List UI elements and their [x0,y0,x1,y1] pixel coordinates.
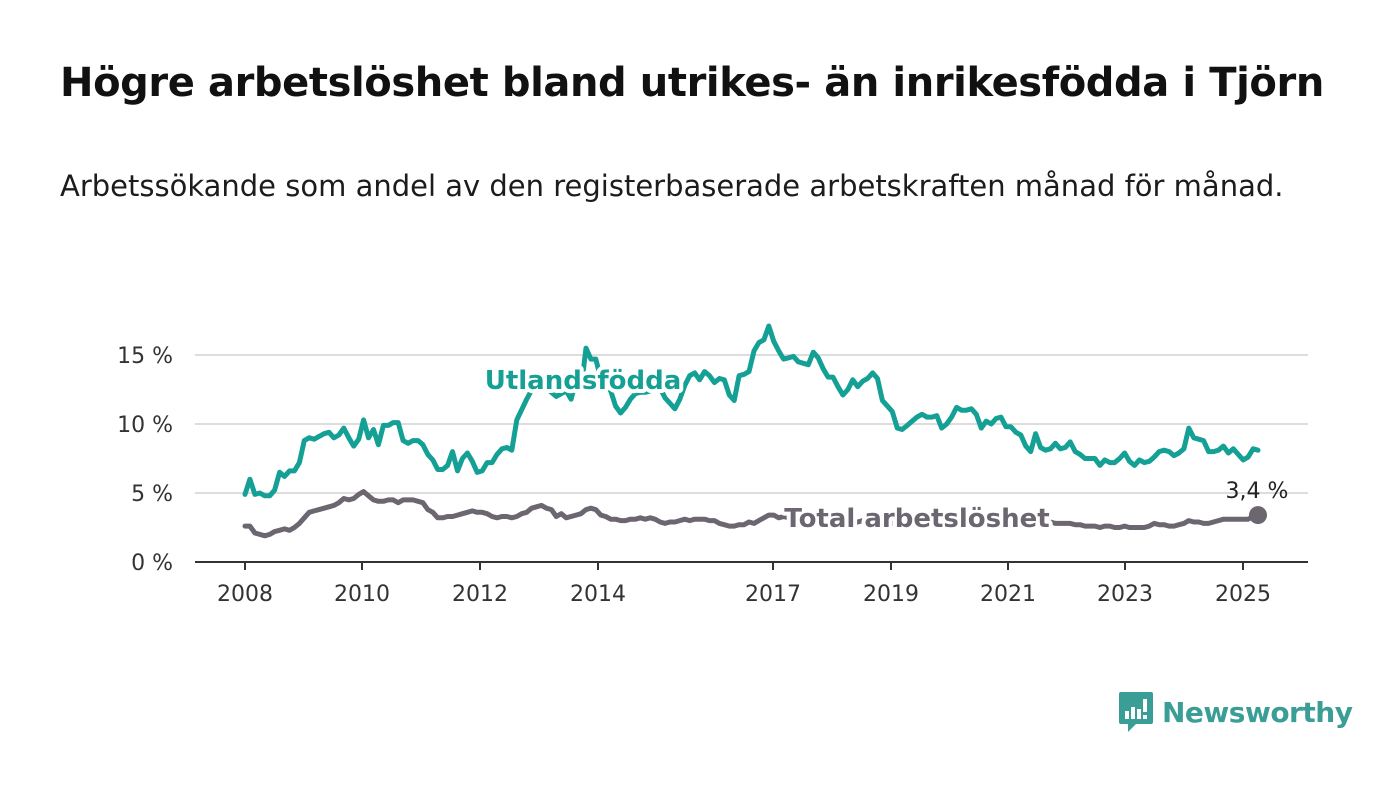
newsworthy-logo: Newsworthy [1118,690,1353,734]
series-label-total: Total arbetslöshet [784,504,1049,534]
x-tick-label: 2017 [745,582,801,607]
y-tick-label: 0 % [131,551,173,576]
total-unemployment-line [242,489,1261,539]
chart-subtitle: Arbetssökande som andel av den registerb… [60,169,1284,203]
foreign-born-line [242,323,1261,499]
x-tick-label: 2008 [217,582,273,607]
x-tick-label: 2023 [1097,582,1153,607]
x-tick-label: 2012 [452,582,508,607]
x-axis: 2008 2010 2012 2014 2017 2019 2021 2023 2025 [217,562,1271,607]
x-tick-label: 2021 [980,582,1036,607]
y-tick-label: 10 % [117,413,173,438]
x-tick-label: 2025 [1215,582,1271,607]
chart-bubble-icon [1119,692,1153,732]
y-tick-label: 5 % [131,482,173,507]
series-label-foreign-born: Utlandsfödda [485,366,682,396]
total-end-point [1249,506,1267,525]
end-value-label: 3,4 % [1226,479,1289,504]
x-tick-label: 2019 [863,582,919,607]
series-labels: Utlandsfödda Total arbetslöshet 3,4 % [481,362,1289,538]
series-lines [242,323,1267,539]
x-tick-label: 2010 [334,582,390,607]
y-axis: 0 % 5 % 10 % 15 % [117,344,173,576]
x-tick-label: 2014 [570,582,626,607]
chart-title: Högre arbetslöshet bland utrikes- än inr… [60,60,1324,106]
brand-name: Newsworthy [1162,695,1353,729]
y-tick-label: 15 % [117,344,173,369]
